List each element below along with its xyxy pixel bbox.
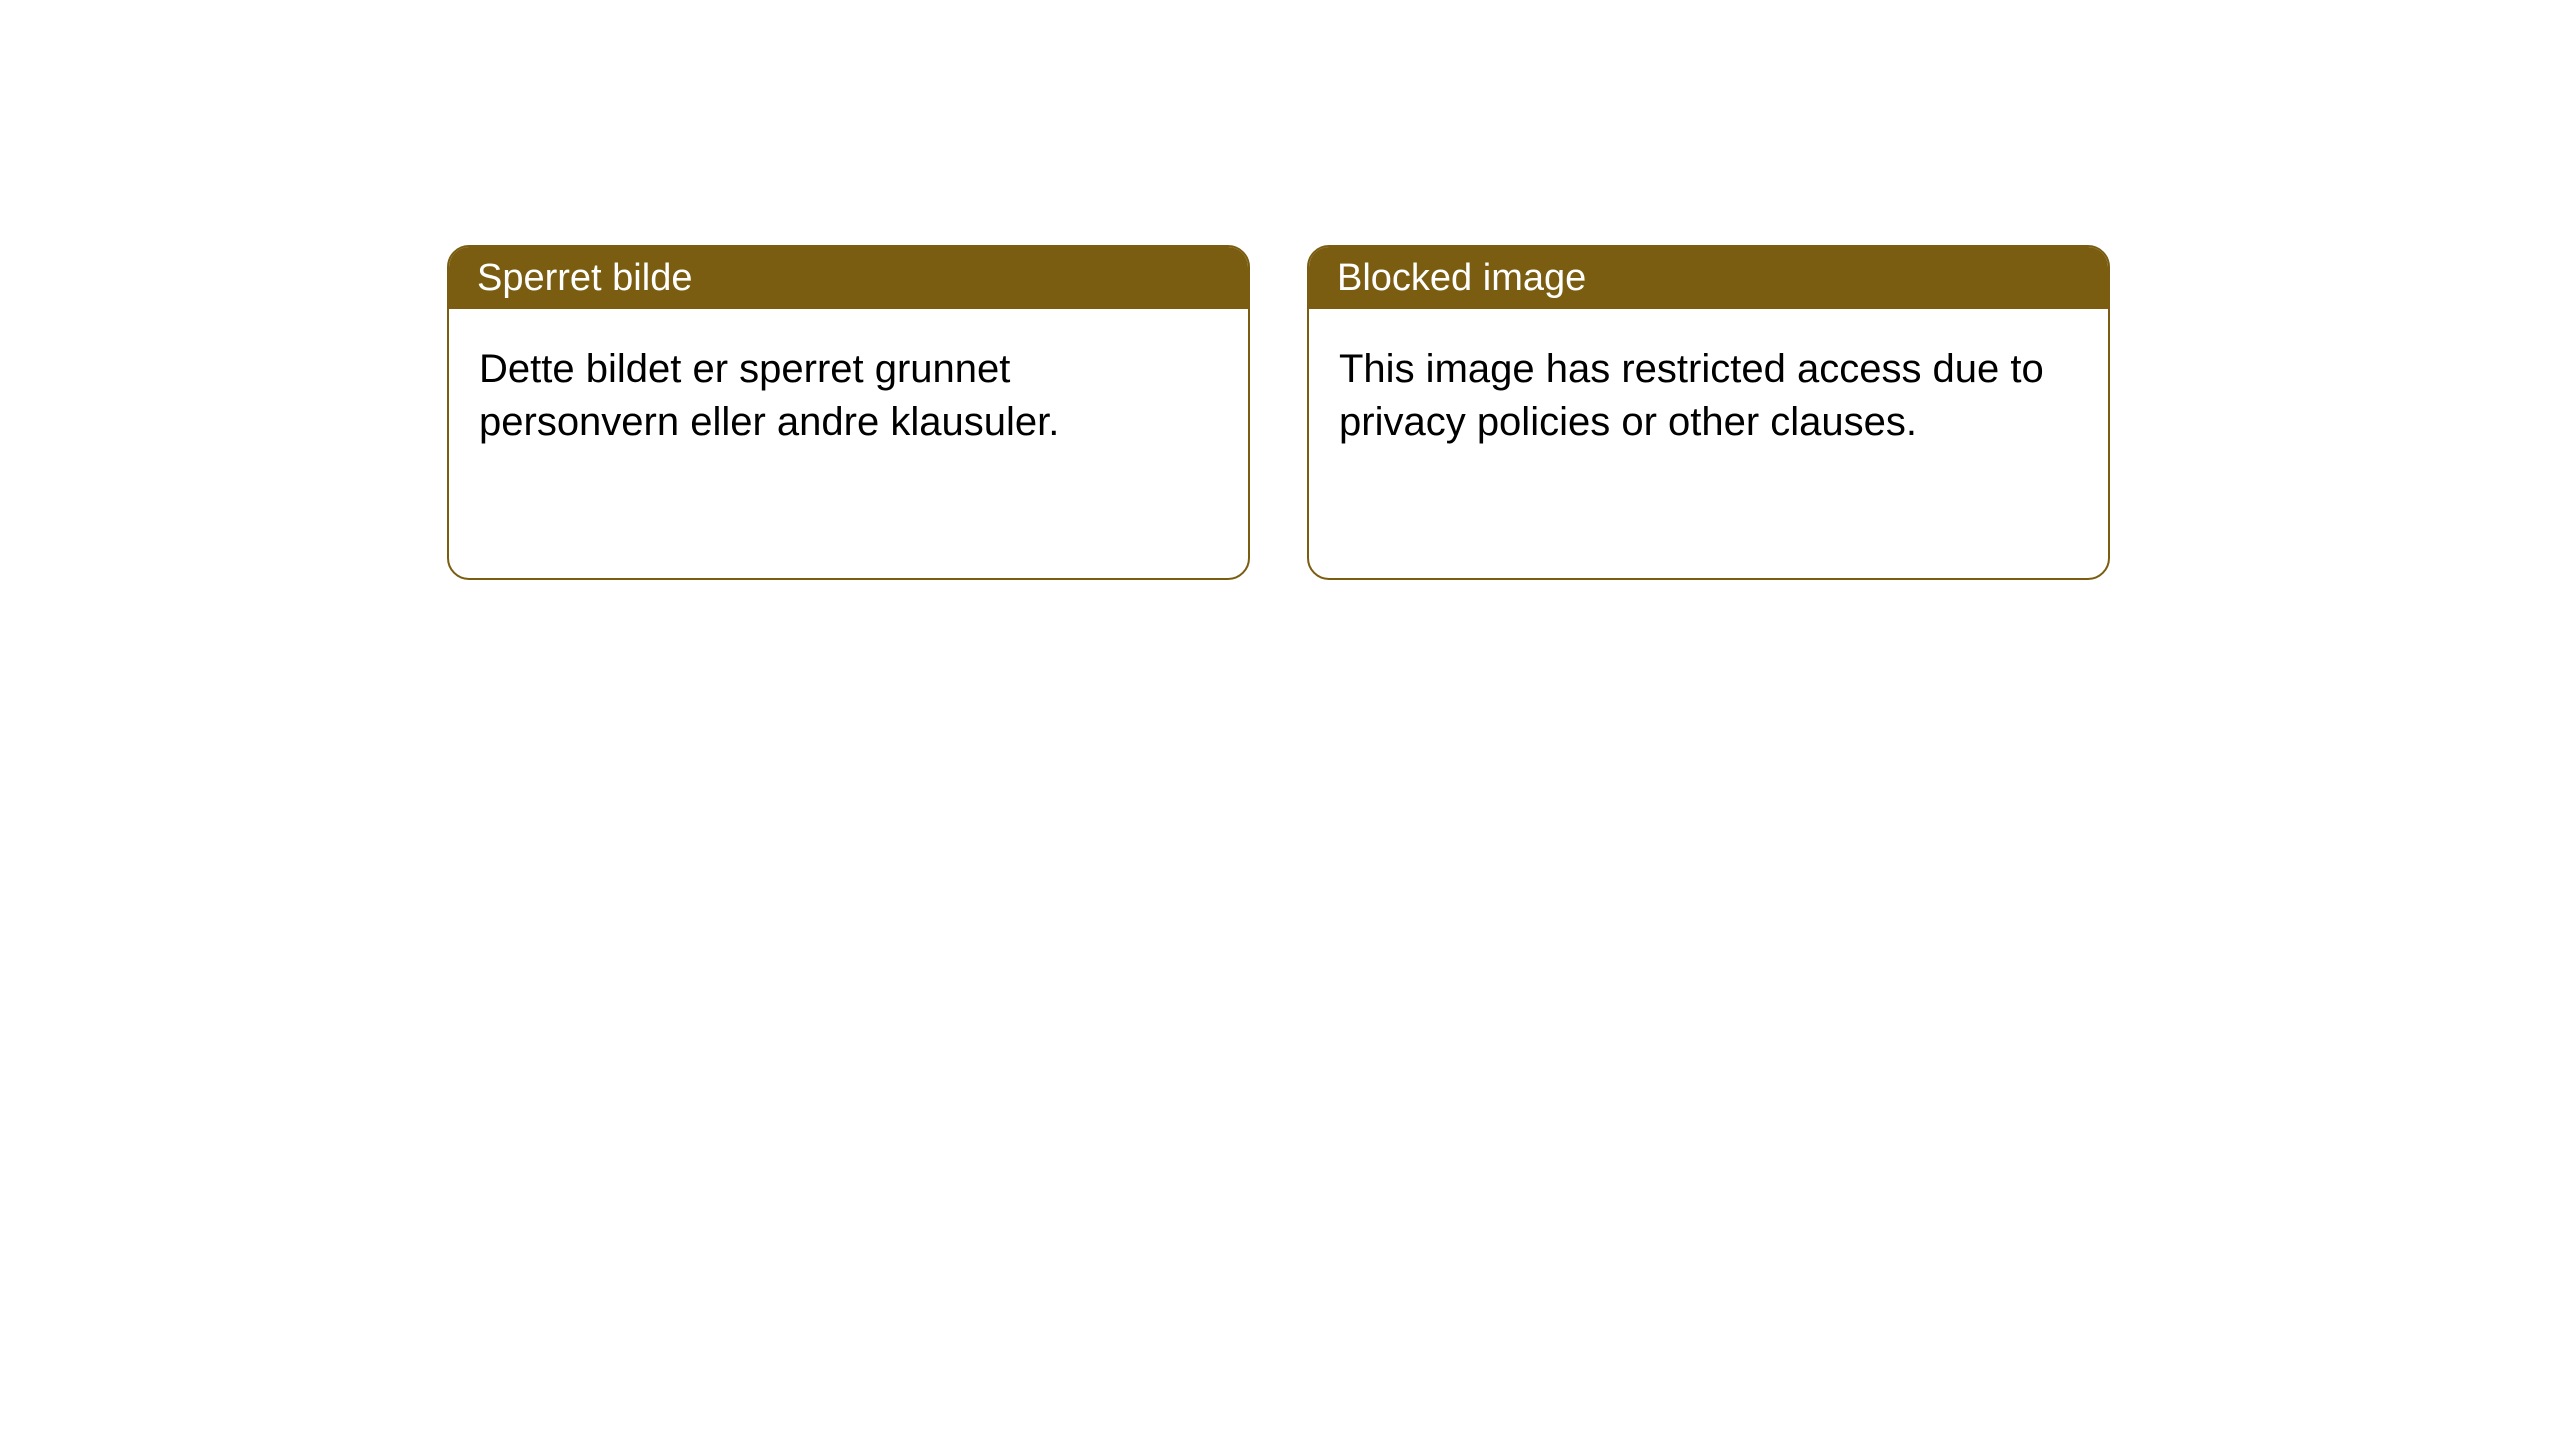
card-header: Blocked image (1309, 247, 2108, 309)
card-body: This image has restricted access due to … (1309, 309, 2108, 483)
notice-card-norwegian: Sperret bilde Dette bildet er sperret gr… (447, 245, 1250, 580)
notice-cards-container: Sperret bilde Dette bildet er sperret gr… (447, 245, 2110, 580)
notice-card-english: Blocked image This image has restricted … (1307, 245, 2110, 580)
card-title: Sperret bilde (477, 257, 692, 300)
card-title: Blocked image (1337, 257, 1586, 300)
card-body-text: Dette bildet er sperret grunnet personve… (479, 347, 1059, 444)
card-body: Dette bildet er sperret grunnet personve… (449, 309, 1248, 483)
card-header: Sperret bilde (449, 247, 1248, 309)
card-body-text: This image has restricted access due to … (1339, 347, 2044, 444)
